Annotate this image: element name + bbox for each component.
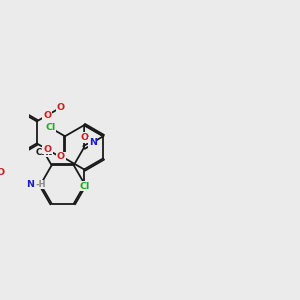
Text: O: O bbox=[57, 152, 65, 161]
Text: Cl: Cl bbox=[45, 123, 56, 132]
Text: O: O bbox=[43, 111, 51, 120]
Text: O: O bbox=[57, 103, 65, 112]
Text: -H: -H bbox=[35, 180, 46, 189]
Text: CH₃: CH₃ bbox=[35, 148, 53, 157]
Text: Cl: Cl bbox=[79, 182, 89, 190]
Text: O: O bbox=[0, 167, 5, 176]
Text: O: O bbox=[80, 133, 88, 142]
Text: N: N bbox=[26, 180, 34, 189]
Text: N: N bbox=[89, 138, 97, 147]
Text: O: O bbox=[43, 145, 51, 154]
